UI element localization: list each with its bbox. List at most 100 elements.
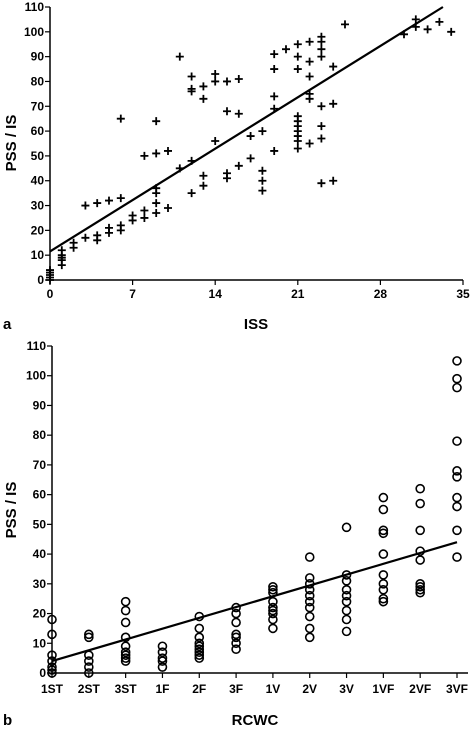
panel-a-data-point <box>140 151 149 160</box>
panel-b-x-tick-label: 2VF <box>409 682 431 696</box>
panel-a-data-point <box>317 122 326 131</box>
panel-b-data-point <box>304 632 315 643</box>
panel-a-data-point <box>270 65 279 74</box>
panel-b-data-point <box>47 629 57 640</box>
panel-b-y-ticks: 0 10 20 30 40 50 60 70 80 90 100 110 <box>26 339 52 680</box>
panel-a-data-point <box>435 17 444 26</box>
panel-a-data-point <box>164 204 172 213</box>
panel-a-data-point <box>187 72 196 81</box>
panel-b-data-point <box>231 638 241 649</box>
panel-b-data-point <box>268 584 278 595</box>
panel-a-data-point <box>258 176 267 185</box>
panel-b-data-point <box>378 549 389 559</box>
panel-b-data-point <box>415 584 425 595</box>
panel-a-data-point <box>223 169 231 178</box>
panel-a-y-tick-label: 90 <box>31 50 45 64</box>
panel-b-data-point <box>304 590 315 601</box>
panel-a-data-point <box>93 231 102 240</box>
panel-b-y-tick-label: 60 <box>33 488 47 502</box>
panel-a-data-point <box>81 233 90 242</box>
panel-b-data-point <box>194 641 205 652</box>
panel-a-data-point <box>317 45 326 54</box>
panel-b-y-tick-label: 0 <box>39 666 46 680</box>
panel-a-data-point <box>69 238 78 247</box>
panel-a-data-point <box>293 52 302 61</box>
panel-a-data-point <box>116 114 125 123</box>
panel-a-data-point <box>305 57 314 66</box>
panel-a-data-point <box>329 99 338 108</box>
panel-b-data-point <box>47 614 57 625</box>
panel-b-y-tick-label: 30 <box>33 577 47 591</box>
panel-b-data-point <box>47 662 57 672</box>
panel-b-data-point <box>120 647 131 657</box>
panel-b-data-point <box>304 611 315 622</box>
panel-a-y-tick-label: 50 <box>31 149 45 163</box>
panel-b-data-point <box>157 656 168 666</box>
panel-b-data-point <box>378 593 389 604</box>
panel-b-y-tick-label: 110 <box>27 339 47 353</box>
panel-a-x-tick-label: 0 <box>47 287 54 301</box>
panel-a-y-tick-label: 60 <box>31 124 45 138</box>
panel-b-data-point <box>268 608 278 619</box>
panel-a-data-point <box>46 266 54 275</box>
panel-a-data-point <box>293 144 302 153</box>
panel-b-data-point <box>378 492 389 503</box>
panel-a-x-axis-label: ISS <box>244 316 268 333</box>
panel-a-data-point <box>258 166 267 175</box>
panel-b-regression-line <box>51 541 458 663</box>
panel-a-data-point <box>329 176 338 185</box>
panel-b-data-point <box>157 662 168 672</box>
panel-a-data-point <box>116 221 125 230</box>
panel-a-data-point <box>223 77 231 86</box>
panel-b-y-tick-label: 100 <box>26 369 46 383</box>
panel-a-data-point <box>175 52 184 61</box>
panel-a-data-point <box>305 37 314 46</box>
panel-b-data-point <box>415 587 425 598</box>
panel-b-data-point <box>231 632 241 643</box>
panel-b-x-tick-label: 1VF <box>372 682 394 696</box>
panel-a-data-point <box>317 179 326 188</box>
panel-b-points <box>47 356 462 678</box>
panel-b-data-point <box>84 629 94 640</box>
panel-b-x-tick-label: 3VF <box>446 682 468 696</box>
panel-b: 0 10 20 30 40 50 60 70 80 90 100 110 1ST 2ST 3ST 1F 2F 3… <box>3 339 468 729</box>
panel-a-data-point <box>270 146 279 155</box>
panel-a-data-point <box>447 27 456 36</box>
panel-b-data-point <box>415 581 425 592</box>
panel-b-data-point <box>304 623 315 634</box>
panel-b-data-point <box>84 668 94 678</box>
panel-a-y-tick-label: 110 <box>25 0 45 14</box>
panel-b-data-point <box>194 644 205 655</box>
panel-b-data-point <box>47 656 57 666</box>
panel-b-data-point <box>84 662 94 672</box>
panel-a-data-point <box>234 74 243 83</box>
panel-b-data-point <box>120 641 131 652</box>
panel-b-data-point <box>452 492 462 503</box>
panel-b-data-point <box>415 525 425 536</box>
panel-a-x-ticks: 0 7 14 21 28 35 <box>47 280 470 301</box>
panel-b-data-point <box>304 602 315 613</box>
panel-a-y-ticks: 0 10 20 30 40 50 60 70 80 90 100 110 <box>24 0 50 287</box>
panel-a: 0 10 20 30 40 50 60 70 80 90 100 110 0 7 14 21 28 35 PSS… <box>3 0 470 333</box>
panel-b-data-point <box>194 650 205 660</box>
panel-a-data-point <box>341 20 349 29</box>
panel-a-x-tick-label: 21 <box>291 287 305 301</box>
panel-b-x-tick-label: 1ST <box>41 682 64 696</box>
panel-a-data-point <box>317 134 326 143</box>
panel-a-data-point <box>293 65 302 74</box>
panel-a-data-point <box>246 154 255 163</box>
panel-a-data-point <box>199 82 208 91</box>
panel-b-data-point <box>268 623 278 634</box>
panel-a-data-point <box>116 194 125 203</box>
panel-b-x-tick-label: 3V <box>339 682 354 696</box>
panel-b-x-tick-label: 1V <box>266 682 281 696</box>
panel-b-x-tick-label: 2F <box>192 682 206 696</box>
panel-a-data-point <box>305 72 314 81</box>
panel-b-y-tick-label: 40 <box>33 547 47 561</box>
panel-a-x-tick-label: 7 <box>129 287 136 301</box>
panel-a-data-point <box>270 92 279 101</box>
panel-a-data-point <box>411 15 420 24</box>
panel-b-label: b <box>3 712 12 729</box>
panel-b-data-point <box>157 647 168 657</box>
panel-a-y-tick-label: 80 <box>31 74 45 88</box>
